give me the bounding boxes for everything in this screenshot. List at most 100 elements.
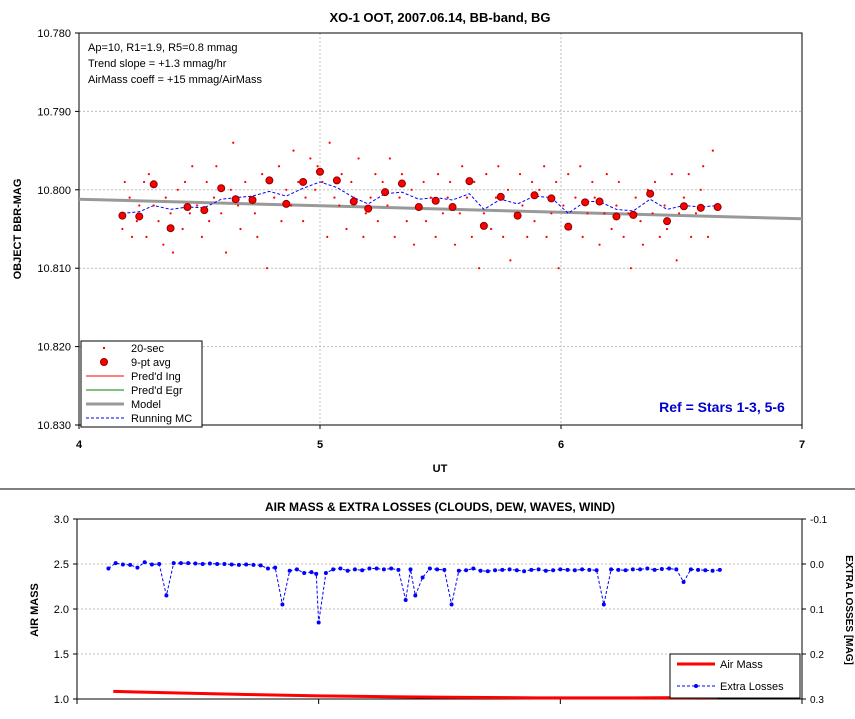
point-20sec xyxy=(677,212,681,215)
model-line xyxy=(78,197,803,221)
point-9pt-avg xyxy=(282,199,291,208)
point-20sec xyxy=(663,204,666,207)
point-20sec xyxy=(212,196,216,199)
extra-losses-point xyxy=(128,562,133,567)
point-20sec xyxy=(304,196,307,199)
point-20sec xyxy=(280,220,283,223)
extra-losses-point xyxy=(493,568,498,573)
extra-losses-point xyxy=(587,567,592,572)
extra-losses-point xyxy=(645,566,650,571)
top-y-axis-label: OBJECT BBR-MAG xyxy=(12,179,24,280)
running-mc-line xyxy=(122,181,718,214)
point-9pt-avg xyxy=(166,224,175,233)
point-9pt-avg xyxy=(364,204,373,213)
point-9pt-avg xyxy=(547,194,556,203)
point-9pt-avg xyxy=(696,203,705,212)
bottom-y2-axis-label: EXTRA LOSSES [MAG] xyxy=(843,555,854,665)
point-20sec xyxy=(675,259,678,262)
point-20sec xyxy=(533,220,536,223)
point-20sec xyxy=(215,165,218,168)
extra-losses-point xyxy=(471,566,476,571)
extra-losses-point xyxy=(408,567,413,572)
bottom-y-tick-label: 1.5 xyxy=(54,649,69,661)
point-20sec xyxy=(289,204,293,207)
point-20sec xyxy=(147,173,150,176)
extra-losses-point xyxy=(135,565,140,570)
point-9pt-avg xyxy=(713,203,722,212)
point-20sec xyxy=(302,220,305,223)
extra-losses-point xyxy=(331,567,336,572)
point-20sec xyxy=(603,212,606,215)
point-20sec xyxy=(490,227,493,231)
point-20sec xyxy=(470,235,473,238)
extra-losses-point xyxy=(580,567,585,572)
extra-losses-point xyxy=(420,575,425,580)
point-9pt-avg xyxy=(581,198,590,207)
bottom-right-axis: -0.1 0.0 0.1 0.2 0.3 xyxy=(802,515,828,706)
bottom-left-axis: 3.0 2.5 2.0 1.5 1.0 xyxy=(54,514,77,706)
point-20sec xyxy=(706,235,710,238)
extra-losses-point xyxy=(427,566,432,571)
point-20sec xyxy=(181,227,184,231)
extra-losses-point xyxy=(360,568,365,573)
point-20sec xyxy=(424,220,428,223)
point-20sec xyxy=(509,259,512,262)
annotation-params-line-1: Ap=10, R1=1.9, R5=0.8 mmag xyxy=(88,42,238,54)
point-20sec xyxy=(333,196,336,199)
point-9pt-avg xyxy=(248,195,257,204)
point-20sec xyxy=(521,204,524,207)
point-20sec xyxy=(191,165,194,168)
point-20sec xyxy=(579,165,582,168)
extra-losses-point xyxy=(681,580,686,584)
extra-losses-point xyxy=(314,571,319,576)
point-20sec xyxy=(398,196,401,199)
point-20sec xyxy=(598,243,601,246)
point-20sec xyxy=(461,165,464,168)
point-20sec xyxy=(138,204,141,207)
legend-label-model: Model xyxy=(131,399,161,411)
bottom-y-tick-label: 2.5 xyxy=(54,559,69,571)
point-9pt-avg xyxy=(118,211,127,220)
point-20sec xyxy=(694,212,698,215)
point-20sec xyxy=(477,267,481,270)
bottom-series xyxy=(106,560,722,700)
point-20sec xyxy=(297,180,300,184)
point-20sec xyxy=(369,196,372,199)
point-20sec xyxy=(581,235,584,238)
extra-losses-point xyxy=(265,566,270,571)
extra-losses-point xyxy=(601,602,606,607)
extra-losses-point xyxy=(572,568,577,573)
extra-losses-point xyxy=(674,567,679,572)
point-9pt-avg xyxy=(595,197,604,206)
point-20sec xyxy=(277,165,281,168)
point-20sec xyxy=(386,204,389,207)
legend-swatch-extra-losses-marker xyxy=(694,684,698,688)
extra-losses-point xyxy=(374,566,379,571)
point-20sec xyxy=(653,180,657,184)
extra-losses-point xyxy=(193,561,198,566)
legend-label-ingress: Pred'd Ing xyxy=(131,371,181,383)
extra-losses-point xyxy=(522,569,527,574)
point-20sec xyxy=(200,235,204,238)
point-20sec xyxy=(641,243,645,246)
point-20sec xyxy=(316,165,319,168)
extra-losses-point xyxy=(688,567,693,572)
point-20sec xyxy=(374,173,377,176)
extra-losses-point xyxy=(215,562,220,566)
point-20sec xyxy=(285,188,288,191)
top-x-tick-label: 4 xyxy=(76,439,83,451)
top-y-tick-label: 10.820 xyxy=(37,342,71,354)
point-20sec xyxy=(617,180,620,184)
point-20sec xyxy=(364,212,367,215)
extra-losses-point xyxy=(381,567,386,572)
point-9pt-avg xyxy=(663,217,672,226)
extra-losses-point xyxy=(236,562,241,567)
point-20sec xyxy=(702,165,705,168)
legend-label-20sec: 20-sec xyxy=(131,343,165,355)
legend-label-running-mc: Running MC xyxy=(131,413,192,425)
point-9pt-avg xyxy=(431,196,440,205)
extra-losses-point xyxy=(500,567,505,572)
point-20sec xyxy=(502,235,505,238)
legend-label-9pt-avg: 9-pt avg xyxy=(131,357,171,369)
point-9pt-avg xyxy=(530,191,539,200)
